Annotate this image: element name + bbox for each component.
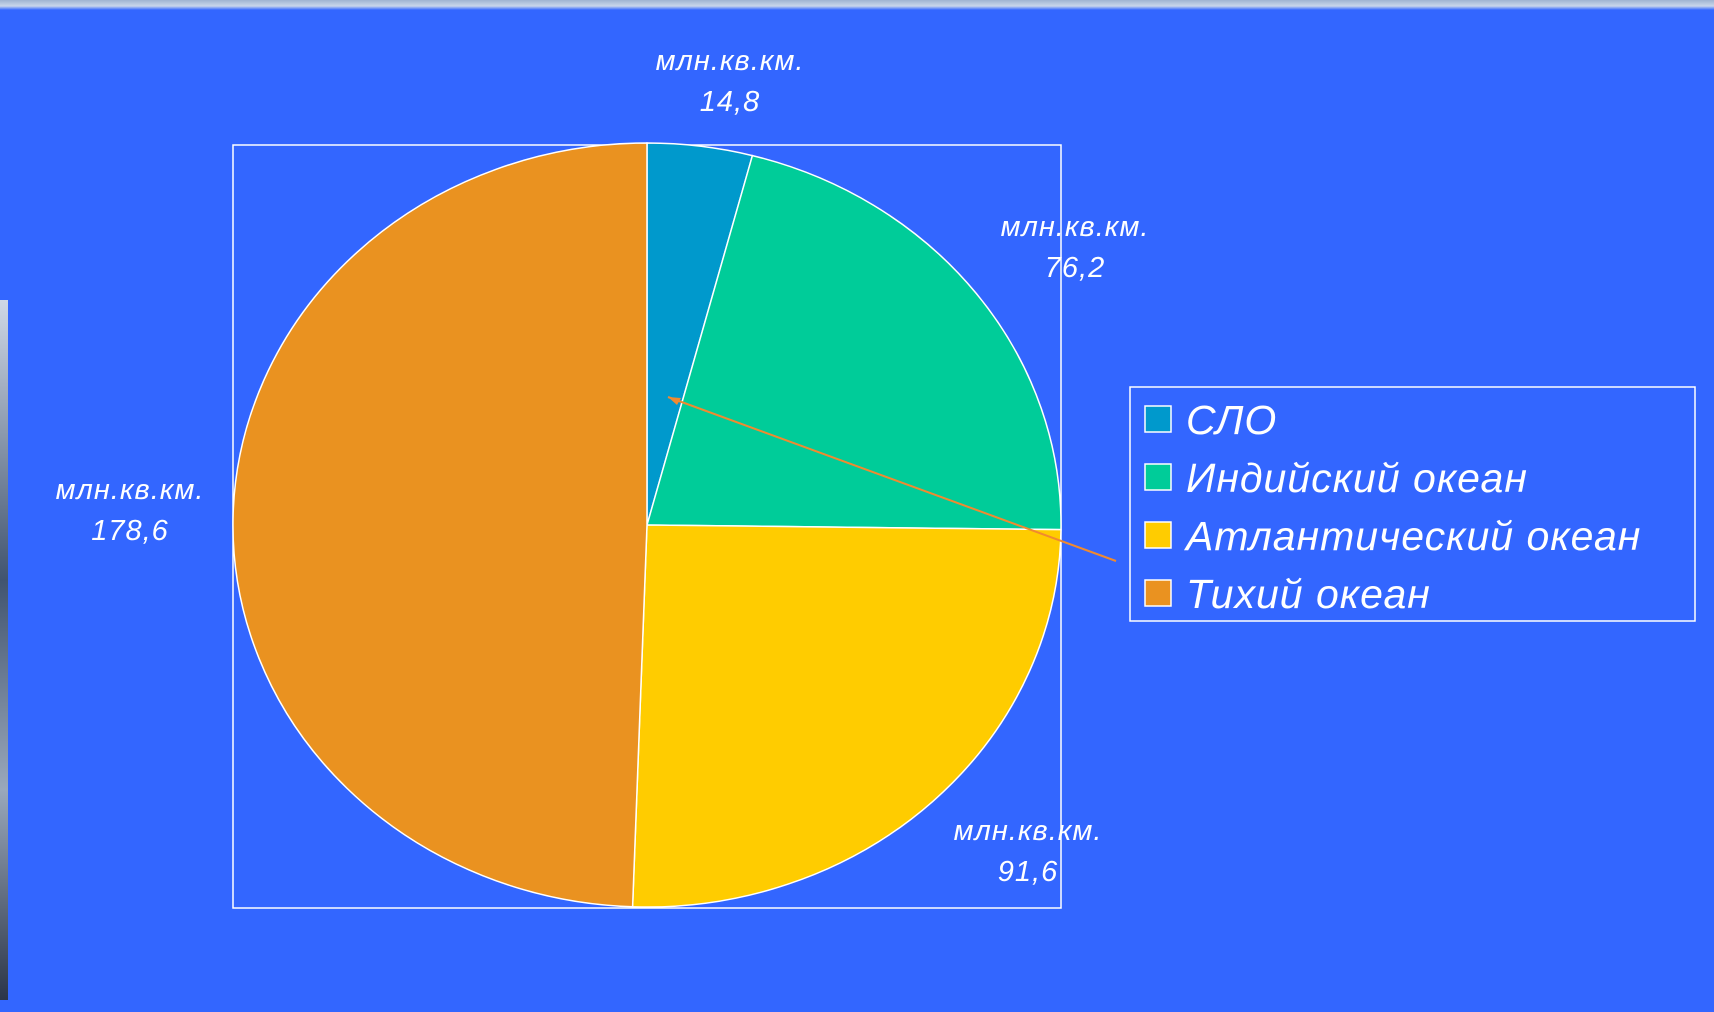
pie-slice-atlantic bbox=[631, 524, 1062, 908]
pie-slices bbox=[232, 142, 1062, 908]
legend-label-slo: СЛО bbox=[1186, 397, 1277, 443]
data-label-value-indian: 76,2 bbox=[1045, 252, 1105, 284]
legend-swatch-pacific bbox=[1144, 579, 1172, 607]
legend-swatch-indian bbox=[1144, 463, 1172, 491]
legend-frame bbox=[1129, 386, 1696, 622]
leader-arrow-head bbox=[668, 397, 681, 405]
legend-label-pacific: Тихий океан bbox=[1186, 571, 1431, 617]
data-labels: млн.кв.км. 14,8 млн.кв.км. 76,2 млн.кв.км. 91… bbox=[56, 45, 1150, 888]
legend-swatch-atlantic bbox=[1144, 521, 1172, 549]
data-label-unit-pacific: млн.кв.км. bbox=[56, 474, 205, 506]
legend-swatch-slo bbox=[1144, 405, 1172, 433]
leader-line bbox=[667, 396, 1117, 562]
legend-label-atlantic: Атлантический океан bbox=[1183, 513, 1641, 559]
pie-slice-indian bbox=[646, 154, 1062, 531]
data-label-unit-indian: млн.кв.км. bbox=[1001, 211, 1150, 243]
data-label-unit-slo: млн.кв.км. bbox=[656, 45, 805, 77]
pie-slice-pacific bbox=[232, 142, 648, 908]
data-label-value-atlantic: 91,6 bbox=[998, 856, 1058, 888]
data-label-value-pacific: 178,6 bbox=[91, 515, 169, 547]
photo-edge-decoration bbox=[0, 300, 8, 1000]
legend: СЛО Индийский океан Атлантический океан Тих… bbox=[1129, 386, 1696, 622]
data-label-unit-atlantic: млн.кв.км. bbox=[954, 815, 1103, 847]
data-label-value-slo: 14,8 bbox=[700, 86, 760, 118]
legend-label-indian: Индийский океан bbox=[1186, 455, 1528, 501]
